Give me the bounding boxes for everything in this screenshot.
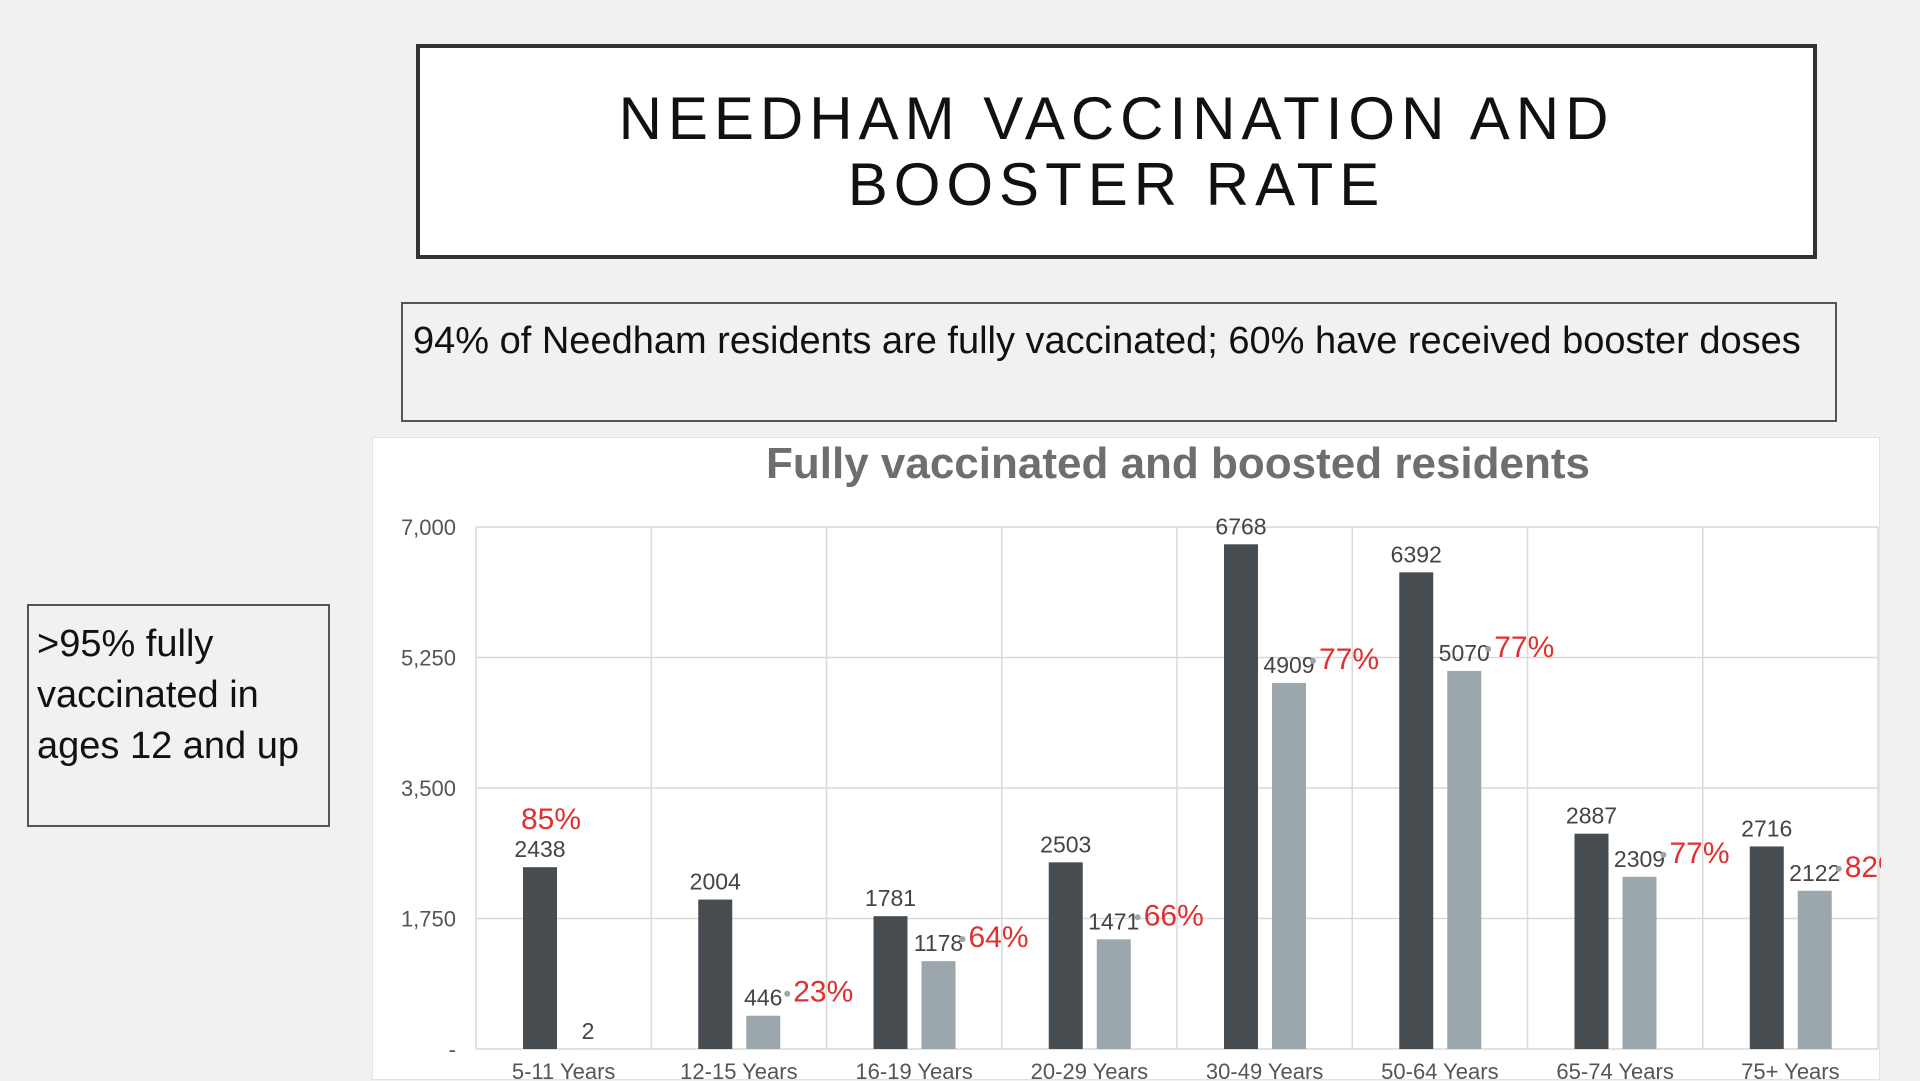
bar-value-label: 2438 <box>514 836 565 862</box>
bar-value-label: 2309 <box>1614 846 1665 872</box>
percent-label: 23% <box>793 976 853 1009</box>
bar <box>698 900 732 1049</box>
bar-value-label: 6392 <box>1391 541 1442 567</box>
percent-marker-dot <box>1135 914 1141 920</box>
bar-value-label: 1781 <box>865 885 916 911</box>
bar <box>1097 939 1131 1049</box>
bar <box>1575 834 1609 1049</box>
bar-value-label: 1471 <box>1088 908 1139 934</box>
percent-marker-dot <box>784 991 790 997</box>
bar-value-label: 2122 <box>1789 860 1840 886</box>
x-tick-label: 20-29 Years <box>1031 1059 1148 1081</box>
bar-value-label: 2004 <box>690 869 741 895</box>
y-tick-label: 7,000 <box>401 515 456 540</box>
bar <box>1049 862 1083 1049</box>
bar-value-label: 1178 <box>914 930 963 956</box>
percent-label: 82% <box>1845 851 1881 884</box>
bar-value-label: 6768 <box>1215 513 1266 539</box>
page-title-line1: NEEDHAM VACCINATION AND <box>619 86 1615 152</box>
bar <box>1224 544 1258 1049</box>
percent-label: 77% <box>1670 837 1730 870</box>
percent-marker-dot <box>1485 646 1491 652</box>
percent-marker-dot <box>1836 866 1842 872</box>
y-tick-label: 3,500 <box>401 776 456 801</box>
percent-label: 64% <box>969 921 1029 954</box>
bar-value-label: 4909 <box>1263 652 1314 678</box>
bar <box>746 1016 780 1049</box>
percent-label: 66% <box>1144 899 1204 932</box>
page-title-line2: BOOSTER RATE <box>848 152 1386 218</box>
bar-value-label: 2503 <box>1040 831 1091 857</box>
bar <box>874 916 908 1049</box>
x-tick-label: 65-74 Years <box>1556 1059 1673 1081</box>
bar <box>1447 671 1481 1049</box>
percent-marker-dot <box>1310 658 1316 664</box>
bar <box>1623 877 1657 1049</box>
percent-label: 77% <box>1319 643 1379 676</box>
x-tick-label: 16-19 Years <box>855 1059 972 1081</box>
y-tick-label: - <box>449 1037 456 1062</box>
chart-panel: Fully vaccinated and boosted residents - 1… <box>372 437 1880 1080</box>
bar-value-label: 2 <box>582 1018 595 1044</box>
percent-marker-dot <box>960 936 966 942</box>
y-tick-label: 1,750 <box>401 907 456 932</box>
side-note-box: >95% fully vaccinated in ages 12 and up <box>27 604 330 827</box>
x-tick-label: 5-11 Years <box>512 1059 616 1081</box>
summary-text-box: 94% of Needham residents are fully vacci… <box>401 302 1837 422</box>
percent-label: 77% <box>1494 631 1554 664</box>
x-tick-label: 50-64 Years <box>1381 1059 1498 1081</box>
x-tick-label: 30-49 Years <box>1206 1059 1323 1081</box>
bar-value-label: 2716 <box>1741 815 1792 841</box>
percent-label: 85% <box>521 803 581 836</box>
bar <box>922 961 956 1049</box>
x-tick-label: 12-15 Years <box>680 1059 797 1081</box>
bar-value-label: 2887 <box>1566 803 1617 829</box>
bar <box>523 867 557 1049</box>
bar <box>1750 846 1784 1049</box>
title-box: NEEDHAM VACCINATION AND BOOSTER RATE <box>416 44 1817 259</box>
chart-svg: Fully vaccinated and boosted residents - 1… <box>373 438 1881 1081</box>
bar-value-label: 5070 <box>1439 640 1490 666</box>
chart-title: Fully vaccinated and boosted residents <box>766 439 1590 488</box>
percent-marker-dot <box>1661 852 1667 858</box>
bar <box>1399 572 1433 1049</box>
bar <box>1798 891 1832 1049</box>
x-tick-label: 75+ Years <box>1741 1059 1839 1081</box>
bar-value-label: 446 <box>744 985 782 1011</box>
bar <box>1272 683 1306 1049</box>
y-tick-label: 5,250 <box>401 646 456 671</box>
